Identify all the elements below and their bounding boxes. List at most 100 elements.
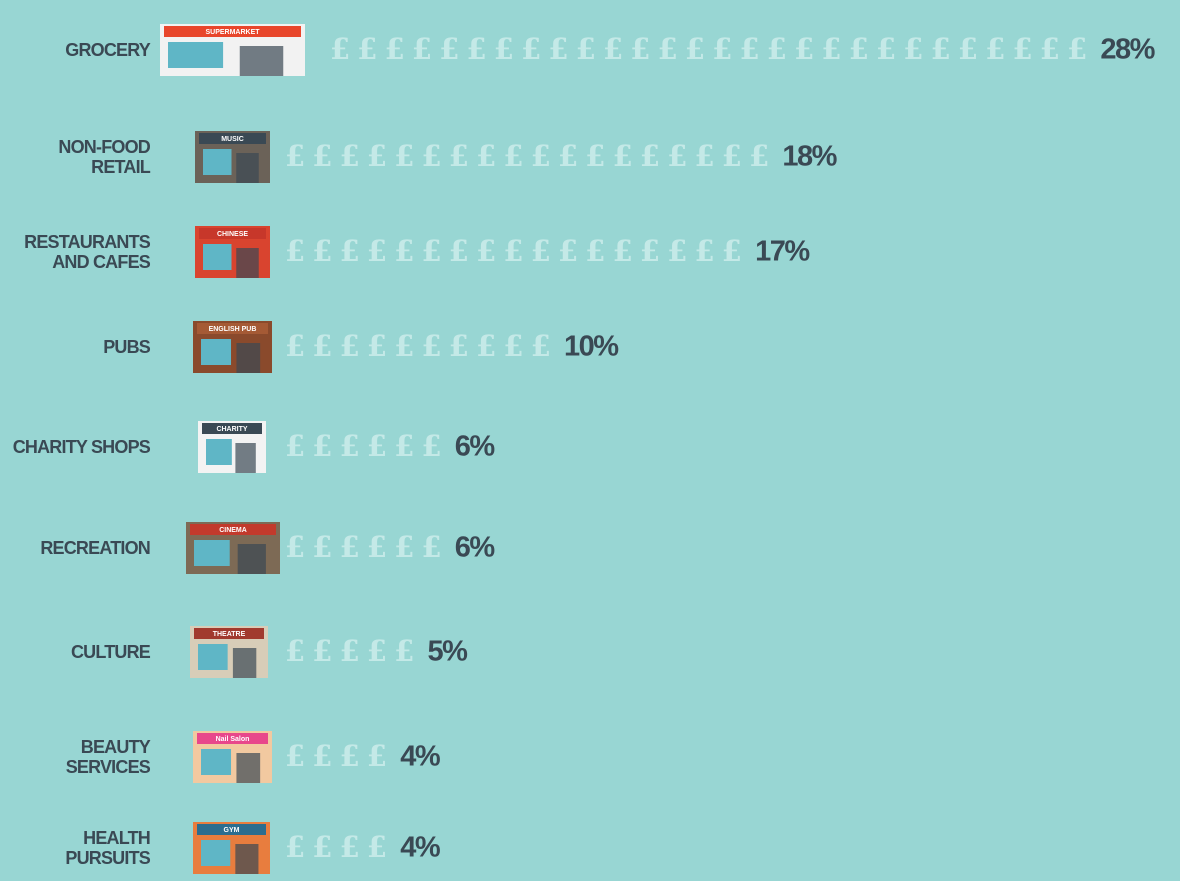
pound-icon: £ <box>1040 32 1060 66</box>
value-label: 5% <box>428 636 469 668</box>
pound-icon: £ <box>585 139 605 173</box>
building-door <box>236 248 259 278</box>
pound-icon: £ <box>422 530 442 564</box>
building-door <box>235 844 259 874</box>
value-label: 17% <box>755 236 810 268</box>
building-sign-board <box>194 628 264 639</box>
pictogram-bar: £ £ £ £ <box>285 830 387 864</box>
pound-icon: £ <box>340 329 360 363</box>
pictogram-bar: £ £ £ £ £ £ <box>285 530 442 564</box>
building-sign-board <box>197 824 266 835</box>
pound-icon: £ <box>531 329 551 363</box>
building-window <box>168 42 224 68</box>
category-label: CHARITY SHOPS <box>12 437 151 457</box>
building-icon: CHINESE <box>195 226 270 278</box>
pound-icon: £ <box>1013 32 1033 66</box>
pound-icon: £ <box>422 139 442 173</box>
value-label: 4% <box>400 832 441 864</box>
pound-icon: £ <box>821 32 841 66</box>
building-sign: THEATRE <box>213 631 246 638</box>
building-window <box>194 540 230 566</box>
pound-icon: £ <box>285 634 305 668</box>
category-label: NON-FOOD RETAIL <box>58 137 150 177</box>
pound-icon: £ <box>285 139 305 173</box>
pound-icon: £ <box>285 739 305 773</box>
pictogram-bar: £ £ £ £ £ £ <box>285 429 442 463</box>
pictogram-bar: £ £ £ £ £ <box>285 634 414 668</box>
building-door <box>236 153 259 183</box>
pound-icon: £ <box>340 429 360 463</box>
pound-icon: £ <box>312 830 332 864</box>
pound-icon: £ <box>503 234 523 268</box>
value-label: 6% <box>455 431 496 463</box>
pound-icon: £ <box>630 32 650 66</box>
category-label: HEALTH PURSUITS <box>65 828 150 868</box>
pictogram-bar: £ £ £ £ £ £ £ £ £ £ £ £ £ £ £ £ £ £ £ £ £ £ £ £ £ £ £ £ <box>330 32 1087 66</box>
pound-icon: £ <box>531 139 551 173</box>
pound-icon: £ <box>503 139 523 173</box>
pound-icon: £ <box>312 429 332 463</box>
pound-icon: £ <box>367 530 387 564</box>
pound-icon: £ <box>312 634 332 668</box>
building-sign: Nail Salon <box>216 736 250 743</box>
pound-icon: £ <box>576 32 596 66</box>
category-label: BEAUTY SERVICES <box>65 737 151 777</box>
pound-icon: £ <box>613 139 633 173</box>
pound-icon: £ <box>385 32 405 66</box>
building-window <box>201 749 232 775</box>
value-label: 10% <box>564 331 619 363</box>
building-sign: CINEMA <box>219 527 247 534</box>
pound-icon: £ <box>749 139 769 173</box>
building-sign: CHINESE <box>217 231 248 238</box>
pound-icon: £ <box>667 139 687 173</box>
pound-icon: £ <box>494 32 514 66</box>
value-label: 6% <box>455 532 496 564</box>
pound-icon: £ <box>340 634 360 668</box>
pound-icon: £ <box>503 329 523 363</box>
building-door <box>236 343 261 373</box>
pound-icon: £ <box>285 429 305 463</box>
pound-icon: £ <box>367 234 387 268</box>
pound-icon: £ <box>367 634 387 668</box>
pound-icon: £ <box>422 429 442 463</box>
building-window <box>203 149 232 175</box>
pound-icon: £ <box>367 329 387 363</box>
pound-icon: £ <box>330 32 350 66</box>
pound-icon: £ <box>521 32 541 66</box>
pictogram-bar: £ £ £ £ £ £ £ £ £ £ £ £ £ £ £ £ £ <box>285 234 742 268</box>
pound-icon: £ <box>613 234 633 268</box>
building-window <box>201 339 232 365</box>
pound-icon: £ <box>794 32 814 66</box>
pound-icon: £ <box>312 329 332 363</box>
pictogram-bar: £ £ £ £ <box>285 739 387 773</box>
pound-icon: £ <box>722 234 742 268</box>
pound-icon: £ <box>367 429 387 463</box>
pound-icon: £ <box>476 139 496 173</box>
building-door <box>239 46 284 76</box>
pound-icon: £ <box>394 139 414 173</box>
building-window <box>201 840 231 866</box>
pound-icon: £ <box>548 32 568 66</box>
building-sign-board <box>164 26 301 37</box>
pound-icon: £ <box>340 530 360 564</box>
building-sign-board <box>197 323 268 334</box>
value-label: 28% <box>1100 34 1155 66</box>
pound-icon: £ <box>712 32 732 66</box>
pound-icon: £ <box>558 139 578 173</box>
building-sign-board <box>199 133 266 144</box>
category-label: GROCERY <box>65 40 151 60</box>
value-label: 18% <box>782 141 837 173</box>
pound-icon: £ <box>367 739 387 773</box>
pound-icon: £ <box>585 234 605 268</box>
pound-icon: £ <box>449 234 469 268</box>
building-sign: CHARITY <box>216 426 247 433</box>
pound-icon: £ <box>467 32 487 66</box>
pound-icon: £ <box>357 32 377 66</box>
pound-icon: £ <box>640 139 660 173</box>
building-icon: SUPERMARKET <box>160 24 305 76</box>
pound-icon: £ <box>685 32 705 66</box>
building-icon: Nail Salon <box>193 731 272 783</box>
building-icon: THEATRE <box>190 626 268 678</box>
